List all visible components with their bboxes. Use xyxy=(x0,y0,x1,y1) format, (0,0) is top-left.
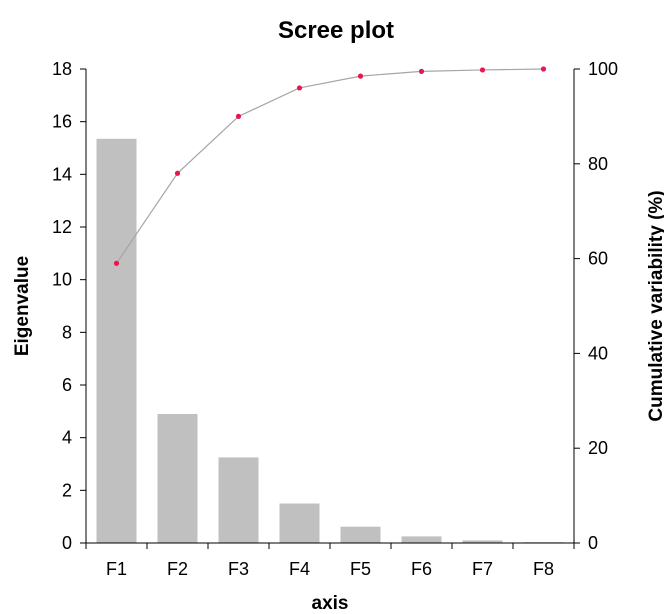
left-y-tick-label: 8 xyxy=(62,322,72,342)
left-y-tick-label: 0 xyxy=(62,533,72,553)
x-tick-label-f4: F4 xyxy=(289,559,310,579)
left-y-tick-label: 6 xyxy=(62,375,72,395)
x-axis-title: axis xyxy=(312,593,349,614)
cumulative-variability-line xyxy=(116,68,544,264)
right-y-tick-label: 80 xyxy=(588,154,608,174)
eigenvalue-bar-f4 xyxy=(279,503,320,543)
cumulative-line-layer xyxy=(113,66,547,266)
eigenvalue-bar-f7 xyxy=(462,540,503,543)
eigenvalue-bar-f6 xyxy=(401,536,442,543)
left-y-tick-label: 12 xyxy=(52,217,72,237)
x-tick-label-f6: F6 xyxy=(411,559,432,579)
right-y-tick-label: 20 xyxy=(588,438,608,458)
cumulative-point-f4 xyxy=(296,85,303,91)
eigenvalue-bar-f2 xyxy=(157,413,198,543)
right-y-axis-title: Cumulative variability (%) xyxy=(646,190,664,421)
cumulative-point-f1 xyxy=(113,260,120,266)
x-tick-label-f5: F5 xyxy=(350,559,371,579)
cumulative-point-f3 xyxy=(235,113,242,119)
left-y-tick-label: 2 xyxy=(62,480,72,500)
cumulative-point-f2 xyxy=(174,170,181,176)
left-y-tick-label: 16 xyxy=(52,112,72,132)
right-y-tick-label: 40 xyxy=(588,343,608,363)
left-y-tick-label: 10 xyxy=(52,270,72,290)
right-y-tick-label: 60 xyxy=(588,249,608,269)
eigenvalue-bar-f3 xyxy=(218,457,259,543)
left-y-tick-label: 4 xyxy=(62,428,72,448)
eigenvalue-bar-f1 xyxy=(96,138,137,544)
eigenvalue-bar-f5 xyxy=(340,526,381,543)
ticks-layer: 0 2 4 6 8 10 12 14 16 18 0 20 40 60 80 100 F1 F2 F3 F4 F5 F6 F… xyxy=(52,59,618,579)
right-y-tick-label: 100 xyxy=(588,59,618,79)
x-tick-label-f8: F8 xyxy=(533,559,554,579)
x-tick-label-f7: F7 xyxy=(472,559,493,579)
left-y-axis-title: Eigenvalue xyxy=(12,256,33,356)
left-y-tick-label: 14 xyxy=(52,164,72,184)
x-tick-label-f3: F3 xyxy=(228,559,249,579)
cumulative-point-f6 xyxy=(418,68,425,74)
cumulative-point-f8 xyxy=(540,66,547,72)
x-tick-label-f2: F2 xyxy=(167,559,188,579)
cumulative-point-f5 xyxy=(357,73,364,79)
x-tick-label-f1: F1 xyxy=(106,559,127,579)
bars-layer xyxy=(96,138,564,544)
left-y-tick-label: 18 xyxy=(52,59,72,79)
chart-title: Scree plot xyxy=(278,17,394,44)
right-y-tick-label: 0 xyxy=(588,533,598,553)
cumulative-point-f7 xyxy=(479,67,486,73)
